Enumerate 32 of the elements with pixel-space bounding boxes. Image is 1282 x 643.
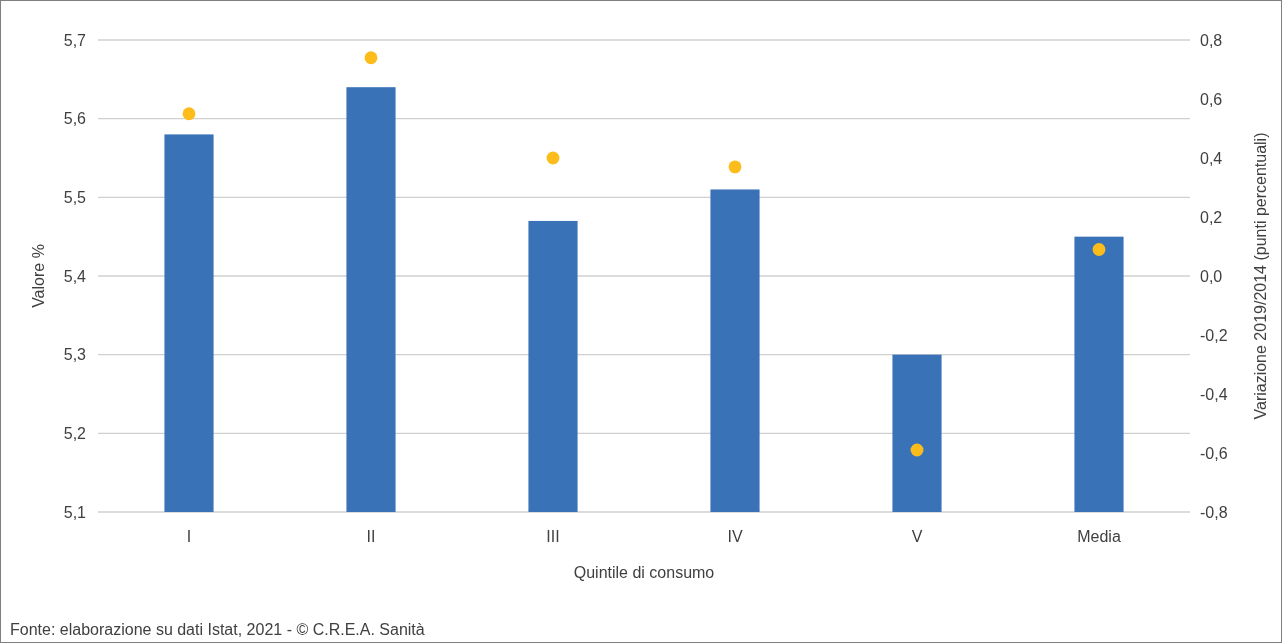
- y2-tick-label: 0,4: [1200, 149, 1223, 167]
- point: [182, 107, 196, 121]
- y2-tick-label: 0,6: [1200, 90, 1223, 108]
- y-tick-label: 5,3: [63, 346, 87, 364]
- y2-tick-label: -0,4: [1200, 385, 1228, 403]
- y2-tick-label: -0,8: [1200, 503, 1228, 521]
- x-tick-label: I: [186, 528, 192, 545]
- point: [910, 443, 924, 457]
- point: [546, 151, 560, 165]
- y-axis-title: Valore %: [30, 244, 47, 308]
- y2-axis-title: Variazione 2019/2014 (punti percentuali): [1252, 132, 1269, 420]
- x-tick-label: V: [911, 528, 923, 545]
- source-note: Fonte: elaborazione su dati Istat, 2021 - © C.R.E.A. Sanità: [10, 621, 425, 638]
- point: [364, 51, 378, 65]
- x-tick-label: IV: [727, 528, 743, 545]
- y-tick-label: 5,6: [63, 110, 87, 128]
- point: [728, 160, 742, 174]
- y-tick-label: 5,5: [63, 188, 87, 206]
- x-tick-label: III: [546, 528, 560, 545]
- x-axis-title: Quintile di consumo: [573, 564, 715, 581]
- y-tick-label: 5,7: [63, 31, 87, 49]
- y-tick-label: 5,4: [63, 267, 87, 285]
- y-tick-label: 5,1: [63, 503, 87, 521]
- x-tick-label: II: [366, 528, 376, 545]
- x-tick-label: Media: [1077, 528, 1121, 545]
- y2-tick-label: -0,6: [1200, 444, 1228, 462]
- y2-tick-label: 0,8: [1200, 31, 1223, 49]
- y2-tick-label: 0,0: [1200, 267, 1223, 285]
- y-tick-label: 5,2: [63, 424, 87, 442]
- y2-tick-label: -0,2: [1200, 326, 1228, 344]
- y2-tick-label: 0,2: [1200, 208, 1223, 226]
- point: [1092, 243, 1106, 256]
